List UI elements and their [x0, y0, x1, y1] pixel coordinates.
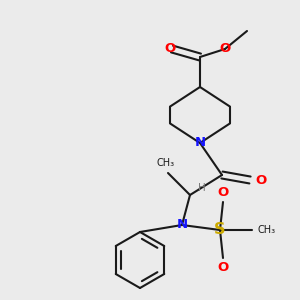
Text: O: O: [255, 173, 266, 187]
Text: H: H: [198, 183, 206, 193]
Text: CH₃: CH₃: [157, 158, 175, 168]
Text: O: O: [164, 43, 175, 56]
Text: O: O: [219, 43, 231, 56]
Text: O: O: [218, 261, 229, 274]
Text: O: O: [218, 186, 229, 199]
Text: N: N: [194, 136, 206, 149]
Text: CH₃: CH₃: [257, 225, 275, 235]
Text: N: N: [176, 218, 188, 232]
Text: S: S: [214, 223, 226, 238]
